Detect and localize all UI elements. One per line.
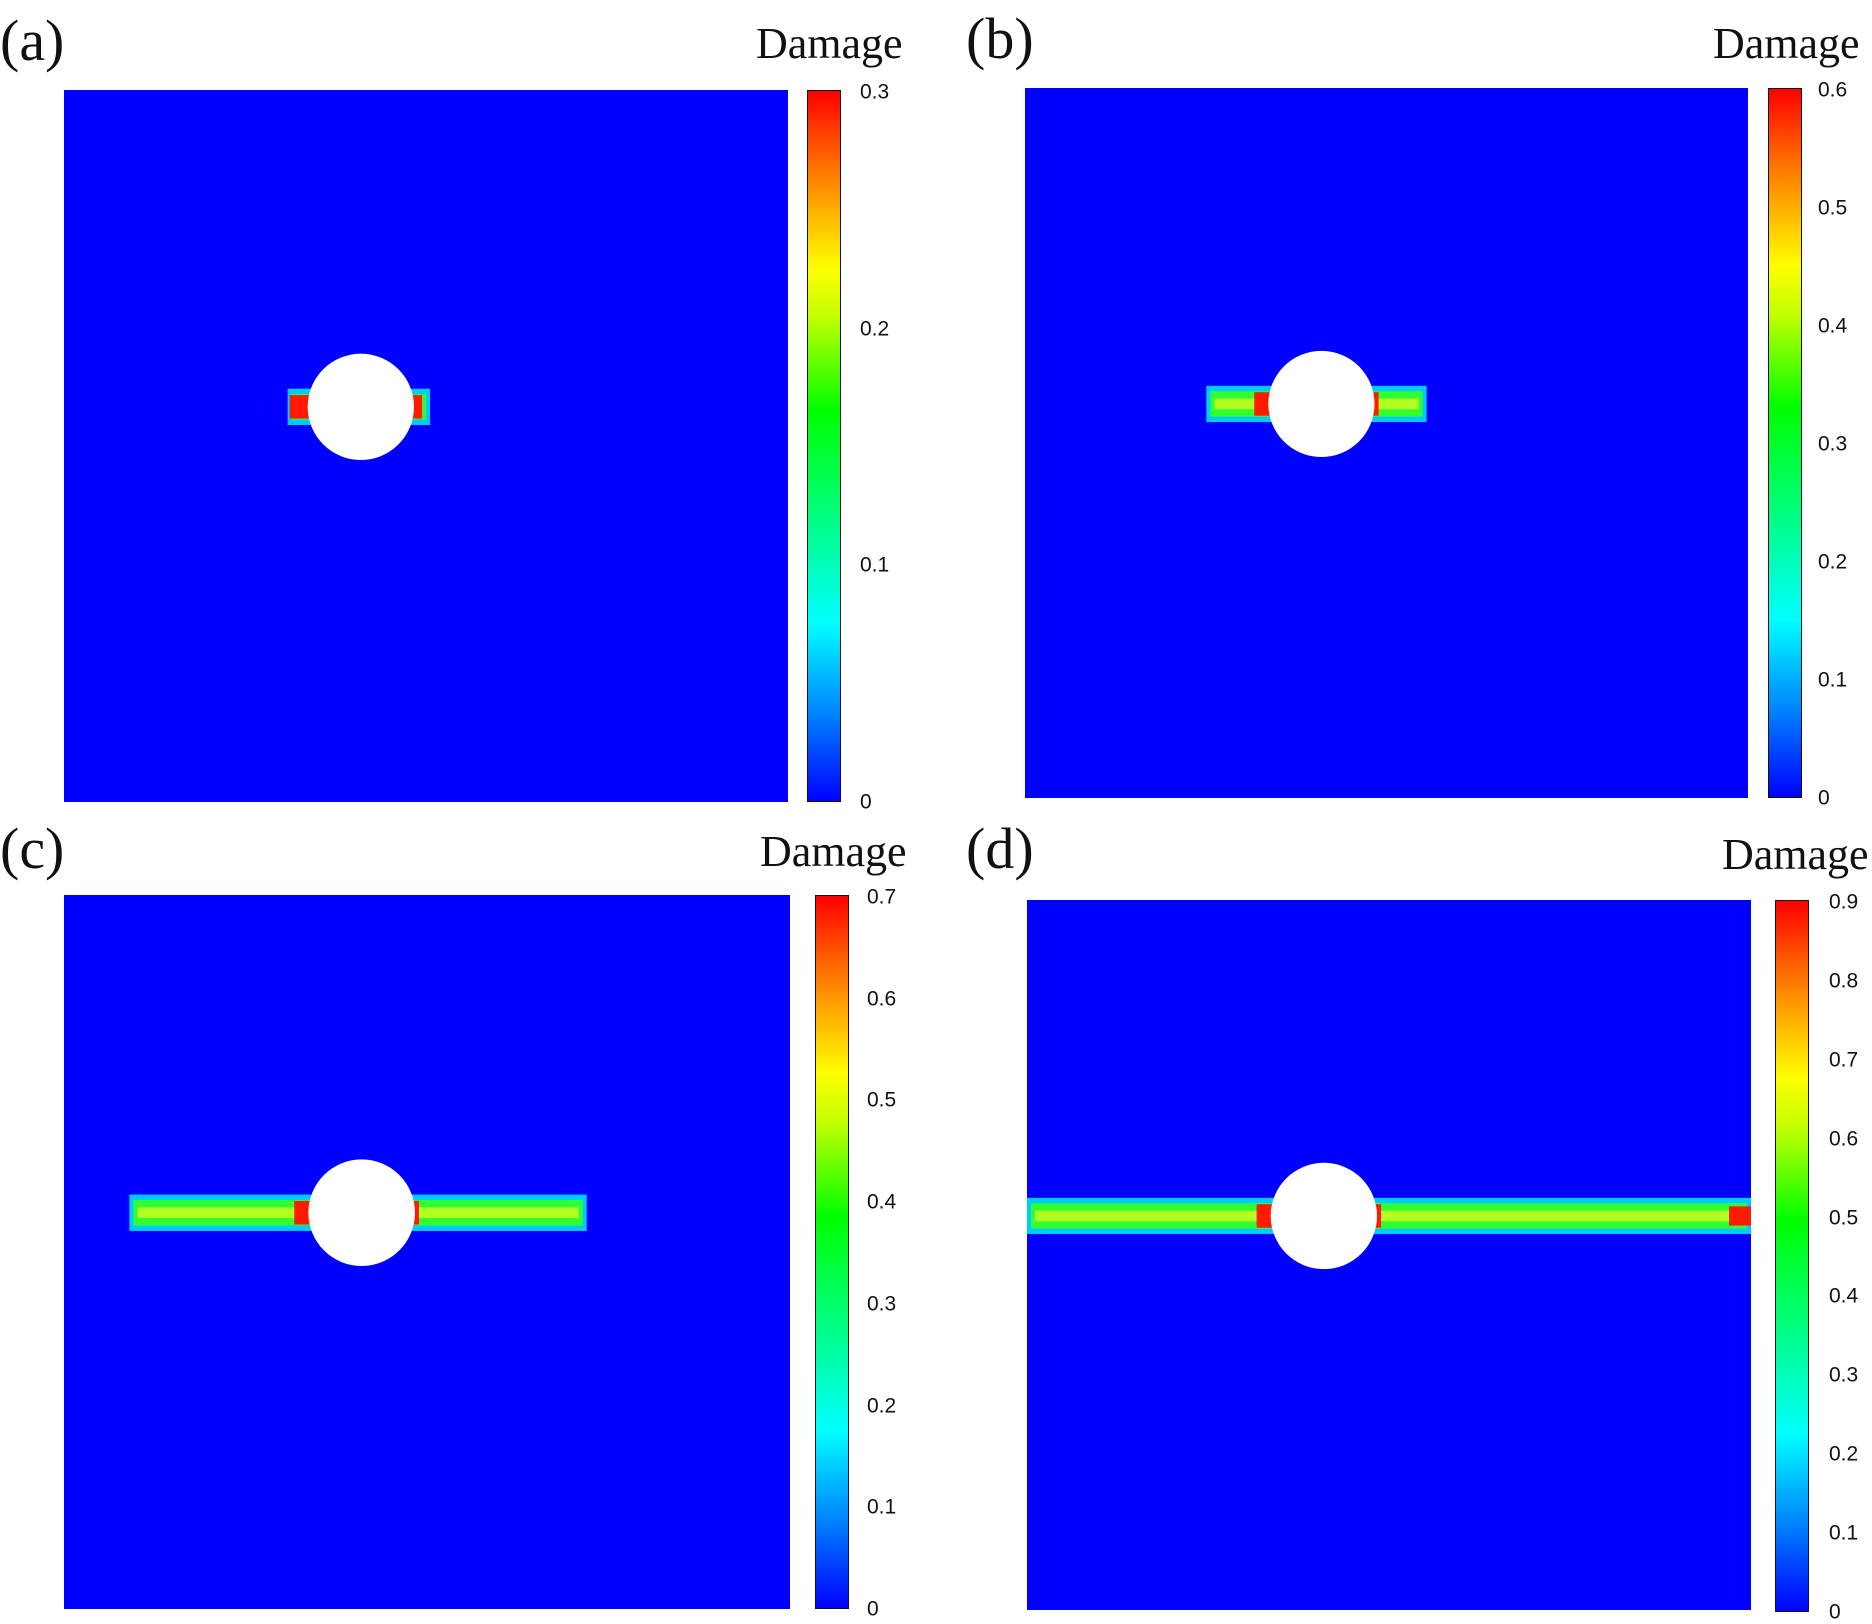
colorbar-tick-label: 0.2	[1829, 1442, 1859, 1466]
colorbar-tick-label: 0.2	[860, 317, 890, 341]
colorbar-tick-label: 0.6	[1818, 78, 1848, 102]
damage-field	[64, 90, 788, 802]
colorbar-tick-label: 0.7	[1829, 1048, 1859, 1072]
damage-field-plot	[1206, 350, 1427, 458]
damage-field	[1027, 900, 1751, 1610]
crack-tip-edge	[1729, 1206, 1751, 1226]
damage-field-plot	[1027, 1162, 1751, 1270]
colorbar-tick-label: 0.3	[1829, 1363, 1859, 1387]
colorbar-tick-label: 0.1	[1829, 1521, 1859, 1545]
colorbar-tick-label: 0.4	[1818, 314, 1848, 338]
colorbar-tick-label: 0.1	[867, 1495, 897, 1519]
colorbar-tick-label: 0	[860, 790, 872, 814]
colorbar-tick-label: 0.1	[1818, 668, 1848, 692]
panel-label: (d)	[966, 816, 1034, 881]
colorbar	[1775, 900, 1809, 1612]
colorbar-tick-label: 0.2	[867, 1394, 897, 1418]
colorbar-title: Damage	[760, 827, 907, 876]
colorbar-tick-label: 0.1	[860, 553, 890, 577]
damage-field	[64, 895, 790, 1609]
hole	[308, 1159, 415, 1267]
colorbar-title: Damage	[756, 19, 903, 68]
colorbar-tick-label: 0.8	[1829, 969, 1859, 993]
colorbar	[807, 90, 841, 802]
colorbar-tick-label: 0.3	[1818, 432, 1848, 456]
panel-a: (a) Damage	[0, 0, 936, 812]
colorbar-tick-label: 0.4	[867, 1190, 897, 1214]
panel-label: (b)	[966, 6, 1034, 71]
colorbar-tick-label: 0.3	[860, 80, 890, 104]
colorbar-tick-label: 0	[1829, 1600, 1841, 1624]
crack-band	[1027, 1197, 1751, 1235]
colorbar-tick-label: 0.5	[1818, 196, 1848, 220]
hole	[1268, 350, 1375, 458]
colorbar-tick-label: 0.5	[867, 1088, 897, 1112]
panel-b: (b) Damage	[966, 6, 1860, 798]
panel-c: (c) Damage	[0, 816, 907, 1609]
damage-field-plot	[287, 353, 431, 461]
colorbar-tick-label: 0.7	[867, 885, 897, 909]
colorbar-tick-label: 0.2	[1818, 550, 1848, 574]
colorbar-tick-label: 0.4	[1829, 1284, 1859, 1308]
colorbar-tick-label: 0	[867, 1597, 879, 1621]
panel-label: (c)	[0, 816, 65, 881]
colorbar-title: Damage	[1722, 830, 1869, 879]
colorbar-tick-label: 0.5	[1829, 1206, 1859, 1230]
colorbar-tick-label: 0.9	[1829, 890, 1859, 914]
damage-field-plot	[129, 1159, 587, 1267]
damage-field	[1025, 88, 1748, 798]
crack-center	[1035, 1210, 1743, 1222]
hole	[307, 353, 415, 461]
hole	[1270, 1162, 1378, 1270]
colorbar-title: Damage	[1713, 19, 1860, 68]
colorbar-tick-label: 0	[1818, 786, 1830, 810]
colorbar-tick-label: 0.6	[1829, 1127, 1859, 1151]
panel-label: (a)	[0, 8, 65, 73]
colorbar-tick-label: 0.6	[867, 987, 897, 1011]
colorbar-tick-label: 0.3	[867, 1292, 897, 1316]
colorbar	[815, 895, 849, 1609]
colorbar	[1768, 88, 1802, 798]
